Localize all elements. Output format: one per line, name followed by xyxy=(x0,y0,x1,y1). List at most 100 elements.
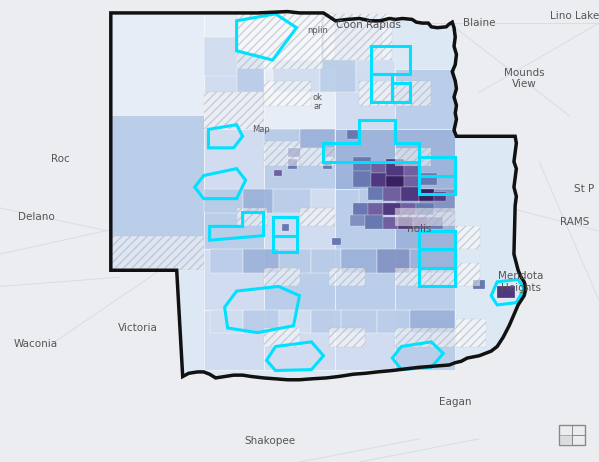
Text: Shakopee: Shakopee xyxy=(244,436,295,446)
Text: Blaine: Blaine xyxy=(463,18,495,28)
Bar xyxy=(401,187,419,201)
Bar xyxy=(473,280,485,289)
Bar xyxy=(210,249,243,273)
Bar xyxy=(323,14,335,60)
Text: Victoria: Victoria xyxy=(118,323,158,333)
Bar xyxy=(335,310,395,370)
Text: ok: ok xyxy=(313,92,322,102)
Bar xyxy=(386,176,404,187)
Bar xyxy=(329,328,365,346)
Bar xyxy=(359,81,395,106)
Text: Waconia: Waconia xyxy=(14,339,58,349)
Bar xyxy=(353,157,371,171)
Bar xyxy=(404,162,419,176)
Bar xyxy=(395,129,455,189)
Bar xyxy=(204,129,264,189)
Bar xyxy=(368,187,383,200)
Bar xyxy=(341,310,377,333)
Bar xyxy=(273,236,297,252)
Bar xyxy=(320,14,383,60)
Bar xyxy=(237,208,267,226)
Bar xyxy=(353,171,371,187)
Bar xyxy=(350,215,365,226)
Bar xyxy=(386,159,404,176)
Bar xyxy=(204,92,264,129)
Bar xyxy=(111,14,204,116)
Bar xyxy=(395,310,455,370)
Bar xyxy=(311,249,341,273)
Bar xyxy=(279,249,311,273)
Bar xyxy=(111,236,204,270)
Text: Mounds
View: Mounds View xyxy=(504,68,544,89)
Bar xyxy=(365,215,383,229)
Bar xyxy=(237,14,323,69)
Text: Delano: Delano xyxy=(17,212,55,222)
Bar xyxy=(359,189,395,213)
Bar xyxy=(204,310,264,370)
Bar xyxy=(371,162,386,173)
Bar xyxy=(371,74,392,102)
Bar xyxy=(335,69,395,129)
Bar xyxy=(204,14,320,69)
Bar xyxy=(274,170,282,176)
Bar xyxy=(377,310,410,333)
Text: Mendota
Heights: Mendota Heights xyxy=(498,271,544,292)
Bar xyxy=(431,268,455,286)
Text: nolis: nolis xyxy=(407,224,431,234)
Bar xyxy=(111,116,204,270)
Bar xyxy=(377,249,410,273)
Bar xyxy=(392,83,410,102)
Bar xyxy=(335,249,395,310)
Text: nplin: nplin xyxy=(307,25,328,35)
Bar xyxy=(456,263,480,286)
Bar xyxy=(210,310,243,333)
Bar xyxy=(419,173,437,185)
Bar xyxy=(395,148,431,166)
Text: Eagan: Eagan xyxy=(439,397,471,407)
Text: Roc: Roc xyxy=(50,154,69,164)
Bar xyxy=(341,249,377,273)
Bar xyxy=(311,310,341,333)
Bar xyxy=(419,249,455,268)
Bar xyxy=(311,189,335,213)
Bar xyxy=(419,176,455,194)
Bar xyxy=(560,435,572,444)
Bar xyxy=(243,189,273,213)
Bar xyxy=(428,217,443,229)
Bar xyxy=(264,129,300,148)
Bar xyxy=(237,53,264,92)
Bar xyxy=(323,162,332,169)
Bar xyxy=(353,203,368,215)
Bar xyxy=(264,310,335,370)
Bar xyxy=(243,310,279,333)
Bar xyxy=(332,238,341,245)
Bar xyxy=(419,189,434,201)
Bar xyxy=(383,217,398,229)
Text: ar: ar xyxy=(313,102,322,111)
Text: RAMS: RAMS xyxy=(560,217,590,227)
Bar xyxy=(264,69,335,129)
Bar xyxy=(395,249,455,310)
Bar xyxy=(264,81,311,106)
Bar xyxy=(356,60,395,92)
Bar xyxy=(264,268,300,286)
Bar xyxy=(419,189,455,213)
Bar xyxy=(204,189,264,249)
Bar xyxy=(273,217,297,236)
Text: St P: St P xyxy=(574,184,594,195)
Bar xyxy=(419,231,455,249)
Bar xyxy=(431,328,461,346)
Bar xyxy=(323,148,335,157)
Bar xyxy=(264,328,300,346)
Polygon shape xyxy=(111,12,526,380)
Bar xyxy=(371,173,386,187)
Bar xyxy=(401,203,416,215)
Bar xyxy=(368,203,383,215)
Bar xyxy=(204,69,264,129)
Bar xyxy=(282,224,289,231)
Bar xyxy=(264,141,300,166)
Bar xyxy=(243,249,279,273)
Bar xyxy=(204,189,243,213)
Bar xyxy=(264,189,335,249)
Bar xyxy=(288,159,297,169)
